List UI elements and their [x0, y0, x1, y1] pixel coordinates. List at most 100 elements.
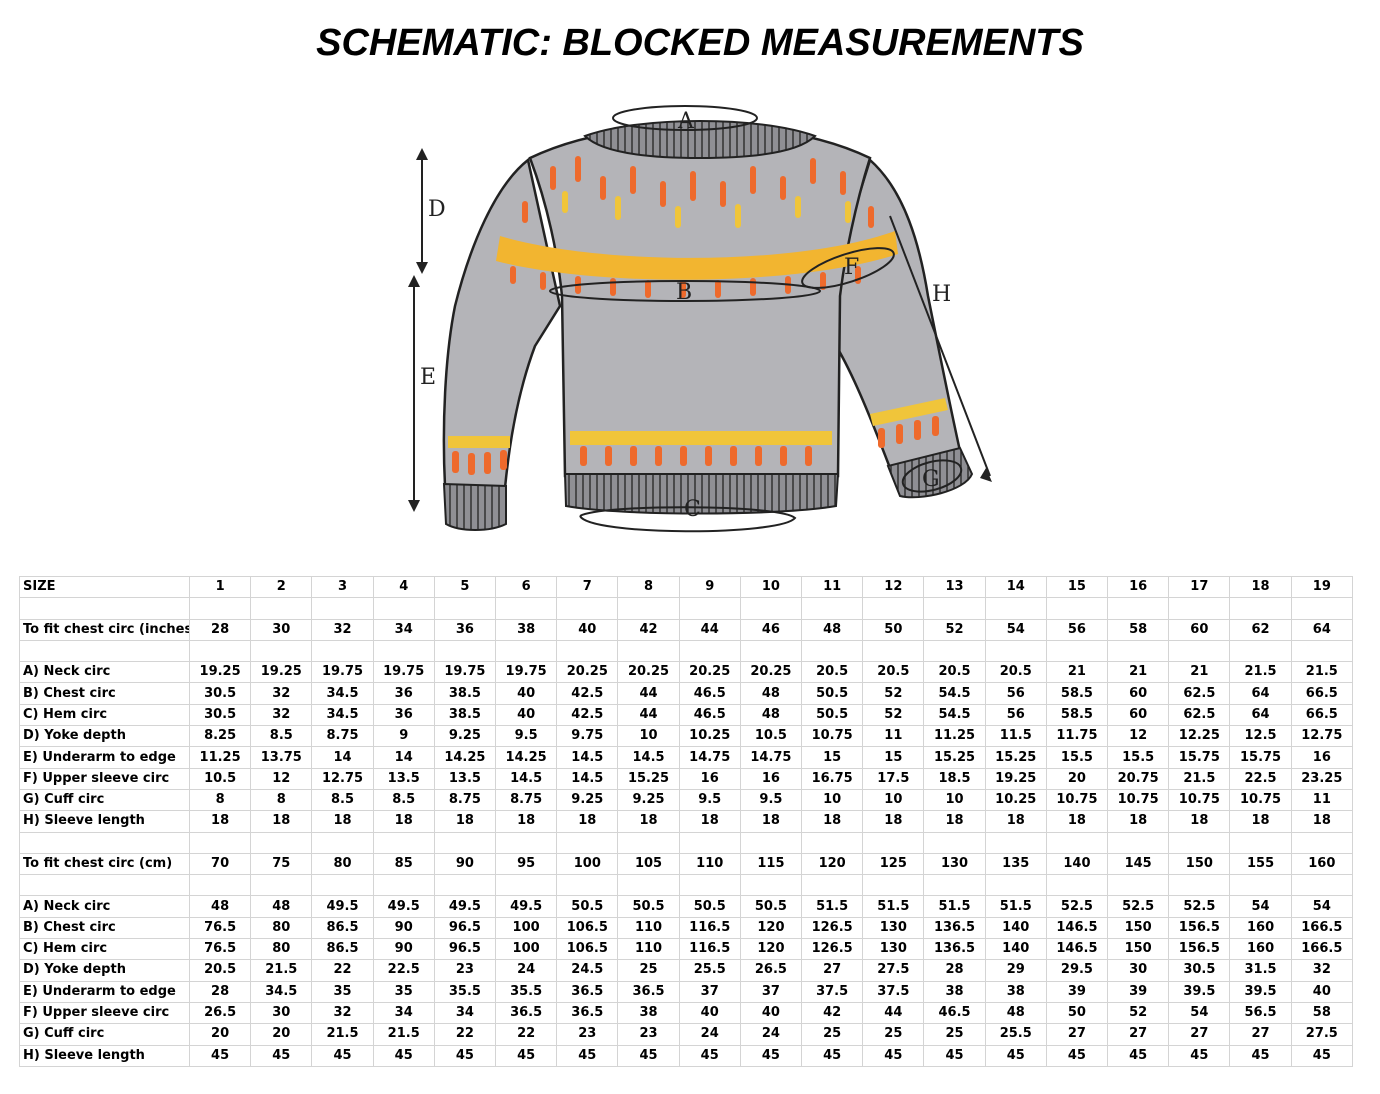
empty-cell: [923, 597, 986, 620]
table-cell: 45: [739, 1044, 803, 1067]
table-row: E) Underarm to edge 28 34.5 35 35 35.5 35.5 36.…: [19, 980, 1354, 1003]
table-cell: 40: [495, 703, 558, 727]
table-cell: 13: [923, 575, 986, 599]
table-cell: 18: [1229, 810, 1292, 833]
table-cell: 18: [678, 810, 741, 833]
table-cell: 120: [739, 938, 803, 961]
empty-cell: [250, 831, 313, 854]
empty-cell: [801, 639, 864, 663]
table-cell: 58.5: [1045, 703, 1109, 727]
table-cell: 19.25: [188, 661, 252, 684]
table-cell: 32: [250, 682, 313, 705]
table-cell: 54: [1229, 895, 1292, 918]
empty-cell: [250, 597, 313, 620]
table-cell: 32: [311, 1001, 374, 1025]
table-cell: 48: [801, 618, 864, 641]
table-cell: 18: [984, 810, 1047, 833]
table-cell: 106.5: [556, 938, 619, 961]
table-cell: 20.5: [923, 661, 986, 684]
table-cell: 40: [1290, 980, 1354, 1003]
empty-cell: [984, 597, 1047, 620]
table-cell: 52.5: [1045, 895, 1109, 918]
empty-cell: [372, 597, 435, 620]
table-cell: 45: [1290, 1044, 1354, 1067]
table-cell: 45: [372, 1044, 435, 1067]
table-cell: 27: [1168, 1023, 1231, 1046]
empty-cell: [556, 597, 619, 620]
table-cell: 20.25: [556, 661, 619, 684]
table-cell: 54.5: [923, 682, 986, 705]
table-cell: 21.5: [1229, 661, 1292, 684]
table-cell: 11.25: [188, 746, 252, 769]
table-cell: 30.5: [1168, 959, 1231, 982]
table-cell: 22: [311, 959, 374, 982]
table-row: F) Upper sleeve circ 26.5 30 32 34 34 36.5 36.5…: [19, 1001, 1354, 1025]
table-cell: 110: [678, 852, 741, 876]
table-cell: 106.5: [556, 916, 619, 940]
empty-cell: [617, 831, 680, 854]
spacer-row: [19, 597, 1354, 620]
upper-sleeve-measure-ellipse: [801, 247, 895, 289]
table-cell: 75: [250, 852, 313, 876]
table-cell: 18: [556, 810, 619, 833]
table-cell: 26.5: [188, 1001, 252, 1025]
empty-cell: [1107, 831, 1170, 854]
table-cell: 16: [1290, 746, 1354, 769]
table-cell: 44: [617, 703, 680, 727]
table-cell: 39: [1107, 980, 1170, 1003]
table-cell: 9.5: [739, 788, 803, 812]
table-cell: 90: [372, 916, 435, 940]
table-cell: 11: [801, 575, 864, 599]
table-cell: 45: [495, 1044, 558, 1067]
table-cell: 10: [923, 788, 986, 812]
table-cell: 24: [495, 959, 558, 982]
table-cell: 50.5: [678, 895, 741, 918]
table-cell: 12.25: [1168, 725, 1231, 748]
table-cell: 85: [372, 852, 435, 876]
table-cell: 4: [372, 575, 435, 599]
empty-cell: [862, 874, 925, 897]
table-cell: 45: [801, 1044, 864, 1067]
empty-cell: [1168, 831, 1231, 854]
table-cell: 8: [617, 575, 680, 599]
table-cell: 50.5: [556, 895, 619, 918]
hem-ribbing: [563, 473, 840, 515]
table-cell: 44: [617, 682, 680, 705]
empty-cell: [372, 639, 435, 663]
table-cell: 15.5: [1045, 746, 1109, 769]
empty-cell: [433, 831, 497, 854]
empty-cell: [188, 874, 252, 897]
table-cell: 58: [1107, 618, 1170, 641]
table-cell: 140: [984, 916, 1047, 940]
table-cell: 56: [984, 703, 1047, 727]
table-cell: 5: [433, 575, 497, 599]
empty-cell: [1229, 831, 1292, 854]
table-cell: 62: [1229, 618, 1292, 641]
table-cell: 49.5: [433, 895, 497, 918]
table-cell: 8.75: [433, 788, 497, 812]
table-cell: 14.5: [556, 746, 619, 769]
table-cell: 49.5: [372, 895, 435, 918]
table-cell: 15.25: [984, 746, 1047, 769]
table-cell: 36.5: [617, 980, 680, 1003]
table-cell: 36: [372, 682, 435, 705]
table-cell: 18: [862, 810, 925, 833]
table-cell: 150: [1107, 938, 1170, 961]
table-cell: 110: [617, 938, 680, 961]
table-cell: 18: [372, 810, 435, 833]
table-cell: 1: [188, 575, 252, 599]
neck-measure-ellipse: [612, 105, 758, 131]
table-cell: 39.5: [1229, 980, 1292, 1003]
table-cell: 56.5: [1229, 1001, 1292, 1025]
right-sleeve: [828, 157, 962, 470]
empty-cell: [617, 874, 680, 897]
table-cell: 15.5: [1107, 746, 1170, 769]
label-b: B: [676, 280, 692, 305]
table-cell: 58: [1290, 1001, 1354, 1025]
empty-cell: [1168, 874, 1231, 897]
table-cell: 25: [862, 1023, 925, 1046]
table-cell: 146.5: [1045, 916, 1109, 940]
table-cell: 150: [1107, 916, 1170, 940]
table-cell: 31.5: [1229, 959, 1292, 982]
table-cell: 20: [250, 1023, 313, 1046]
